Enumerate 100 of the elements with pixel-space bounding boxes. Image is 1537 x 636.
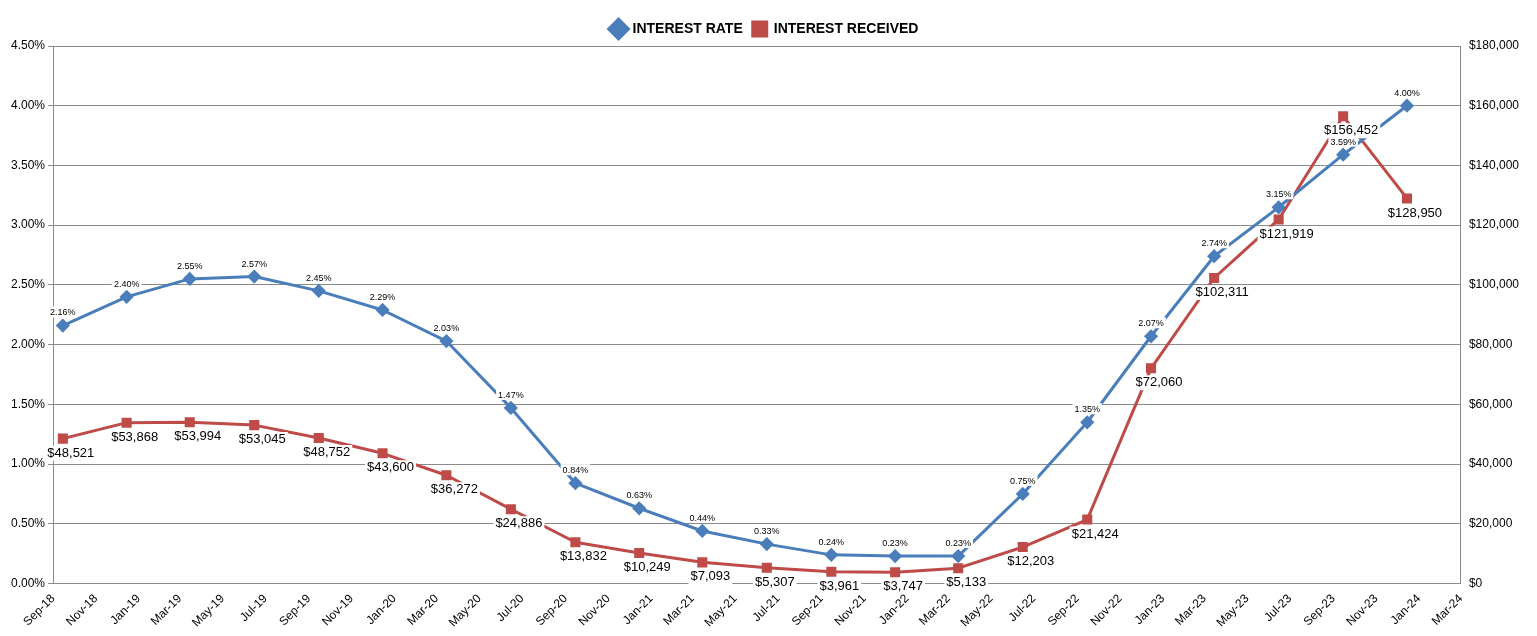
point [634, 547, 645, 558]
point [951, 549, 965, 563]
data-label: $128,950 [1387, 204, 1443, 220]
y-tick-label: 2.00% [10, 336, 46, 351]
data-label: $53,045 [238, 431, 286, 447]
point [824, 548, 838, 562]
point [184, 417, 195, 428]
point [570, 537, 581, 548]
y-tick-label: 4.50% [10, 38, 46, 53]
point [1144, 329, 1158, 343]
data-label: 0.23% [945, 538, 971, 549]
point [377, 448, 388, 459]
data-label: 0.33% [754, 526, 780, 537]
y2-tick-label: $140,000 [1468, 157, 1520, 172]
data-label: $48,521 [47, 444, 95, 460]
data-label: 2.29% [369, 291, 396, 302]
data-label: 0.75% [1009, 475, 1036, 486]
data-label: $53,994 [174, 428, 222, 444]
data-label: 2.03% [433, 323, 460, 334]
data-label: 0.63% [626, 490, 652, 501]
y-tick-label: 3.50% [10, 157, 46, 172]
data-label: $156,452 [1324, 122, 1379, 138]
y2-tick-label: $60,000 [1468, 396, 1513, 411]
y2-tick-label: $100,000 [1468, 277, 1520, 292]
y-tick-label: 1.00% [10, 456, 46, 471]
data-label: $5,307 [754, 573, 795, 589]
data-label: 2.57% [241, 258, 268, 269]
data-label: 2.16% [50, 307, 76, 318]
data-label: 3.59% [1330, 136, 1356, 147]
point [313, 432, 324, 443]
data-label: $3,747 [883, 578, 923, 594]
point [505, 504, 516, 515]
point [568, 476, 582, 490]
legend-label: INTEREST RECEIVED [773, 19, 919, 36]
data-label: $12,203 [1007, 553, 1055, 569]
data-label: 0.84% [562, 465, 589, 476]
point [1209, 272, 1220, 284]
point [1080, 415, 1094, 429]
point [312, 284, 326, 298]
data-label: $102,311 [1195, 284, 1249, 300]
y2-tick-label: $80,000 [1468, 336, 1513, 351]
point [695, 524, 709, 538]
data-label: 2.45% [306, 272, 332, 283]
point [1273, 214, 1284, 225]
y2-tick-label: $160,000 [1468, 98, 1520, 113]
y-tick-label: 3.00% [10, 217, 46, 232]
point [1082, 514, 1093, 525]
point [697, 557, 708, 568]
point [953, 563, 964, 574]
y2-tick-label: $40,000 [1468, 456, 1513, 471]
data-label: $21,424 [1071, 525, 1119, 541]
point [56, 319, 70, 333]
point [1017, 542, 1028, 553]
y2-tick-label: $120,000 [1468, 217, 1520, 232]
data-label: 4.00% [1394, 87, 1420, 98]
point [183, 272, 197, 286]
point [439, 334, 453, 348]
point [1336, 148, 1350, 162]
data-label: $72,060 [1135, 374, 1183, 390]
point [1272, 200, 1286, 214]
point [890, 567, 901, 578]
data-label: $48,752 [303, 444, 351, 460]
point [249, 420, 260, 431]
data-label: 1.47% [498, 389, 524, 400]
point [1016, 487, 1030, 501]
point [120, 290, 134, 304]
point [441, 470, 452, 481]
point [247, 270, 261, 284]
data-label: 0.44% [689, 512, 716, 523]
data-label: $43,600 [367, 459, 415, 475]
point [376, 303, 390, 317]
y2-tick-label: $20,000 [1468, 516, 1513, 531]
data-label: $10,249 [623, 559, 671, 574]
data-label: 1.35% [1074, 404, 1100, 415]
point [121, 417, 132, 428]
y2-tick-label: $0 [1468, 575, 1483, 590]
y-tick-label: 4.00% [10, 98, 46, 113]
data-label: $53,868 [111, 428, 159, 444]
point [826, 566, 837, 577]
data-label: $7,093 [690, 568, 731, 584]
point [632, 501, 646, 515]
point [57, 433, 68, 444]
data-label: 2.55% [176, 260, 203, 271]
point [888, 549, 902, 563]
point [761, 562, 772, 573]
data-label: 2.07% [1138, 318, 1164, 329]
data-label: $13,832 [559, 548, 607, 564]
data-label: 2.40% [113, 278, 140, 289]
data-label: 0.24% [818, 536, 845, 547]
y-tick-label: 0.00% [10, 575, 46, 590]
data-label: $121,919 [1259, 225, 1314, 241]
point [1146, 363, 1157, 374]
point [1400, 99, 1414, 113]
point [1207, 249, 1221, 263]
data-label: $24,886 [495, 515, 543, 531]
y2-tick-label: $180,000 [1468, 38, 1520, 53]
data-label: 0.23% [882, 538, 908, 549]
data-label: $5,133 [946, 574, 987, 590]
y-tick-label: 0.50% [10, 516, 46, 531]
data-label: $3,961 [819, 577, 860, 593]
